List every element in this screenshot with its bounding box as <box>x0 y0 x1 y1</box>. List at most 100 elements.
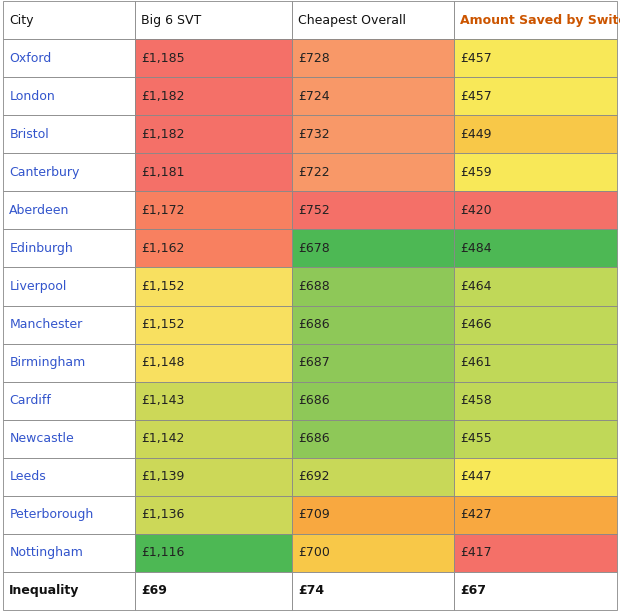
Bar <box>454 39 617 78</box>
Text: Canterbury: Canterbury <box>9 166 80 179</box>
Text: Edinburgh: Edinburgh <box>9 242 73 255</box>
Bar <box>291 496 454 534</box>
Bar <box>454 229 617 268</box>
Bar <box>291 306 454 343</box>
Text: £457: £457 <box>461 52 492 65</box>
Text: £1,182: £1,182 <box>141 90 185 103</box>
Text: Birmingham: Birmingham <box>9 356 86 369</box>
Text: £420: £420 <box>461 204 492 217</box>
Bar <box>135 343 291 381</box>
Text: £687: £687 <box>298 356 330 369</box>
Text: £1,139: £1,139 <box>141 470 185 483</box>
Bar <box>291 77 454 115</box>
Text: £686: £686 <box>298 394 329 407</box>
Text: £455: £455 <box>461 432 492 445</box>
Text: £1,136: £1,136 <box>141 508 185 521</box>
Text: London: London <box>9 90 55 103</box>
Text: Liverpool: Liverpool <box>9 280 67 293</box>
Text: £466: £466 <box>461 318 492 331</box>
Text: Big 6 SVT: Big 6 SVT <box>141 13 202 27</box>
Bar <box>291 572 454 610</box>
Text: £1,152: £1,152 <box>141 280 185 293</box>
Text: Aberdeen: Aberdeen <box>9 204 69 217</box>
Text: £449: £449 <box>461 128 492 141</box>
Text: £1,142: £1,142 <box>141 432 185 445</box>
Text: £459: £459 <box>461 166 492 179</box>
Bar <box>135 534 291 572</box>
Text: Newcastle: Newcastle <box>9 432 74 445</box>
Text: £461: £461 <box>461 356 492 369</box>
Text: £457: £457 <box>461 90 492 103</box>
Bar <box>135 229 291 268</box>
Bar <box>3 153 135 191</box>
Text: £686: £686 <box>298 318 329 331</box>
Bar <box>3 458 135 496</box>
Text: £447: £447 <box>461 470 492 483</box>
Bar <box>3 39 135 78</box>
Bar <box>3 534 135 572</box>
Bar <box>291 420 454 458</box>
Bar <box>291 268 454 306</box>
Bar <box>135 420 291 458</box>
Bar <box>3 306 135 343</box>
Text: Peterborough: Peterborough <box>9 508 94 521</box>
Bar <box>135 458 291 496</box>
Bar <box>135 306 291 343</box>
Bar <box>291 39 454 78</box>
Bar <box>291 115 454 153</box>
Bar <box>135 153 291 191</box>
Bar <box>135 572 291 610</box>
Bar <box>454 381 617 420</box>
Text: Nottingham: Nottingham <box>9 546 83 559</box>
Bar <box>454 77 617 115</box>
Text: £458: £458 <box>461 394 492 407</box>
Text: £69: £69 <box>141 584 167 598</box>
Bar <box>3 77 135 115</box>
Bar <box>135 115 291 153</box>
Bar <box>3 268 135 306</box>
Bar <box>454 496 617 534</box>
Bar <box>3 343 135 381</box>
Text: £1,152: £1,152 <box>141 318 185 331</box>
Bar <box>3 1 135 39</box>
Bar <box>291 191 454 230</box>
Bar <box>135 77 291 115</box>
Text: £1,116: £1,116 <box>141 546 185 559</box>
Bar <box>291 343 454 381</box>
Text: Cheapest Overall: Cheapest Overall <box>298 13 405 27</box>
Bar <box>3 420 135 458</box>
Bar <box>135 268 291 306</box>
Text: Leeds: Leeds <box>9 470 46 483</box>
Text: £700: £700 <box>298 546 330 559</box>
Text: £74: £74 <box>298 584 324 598</box>
Bar <box>3 191 135 230</box>
Text: £1,185: £1,185 <box>141 52 185 65</box>
Text: £678: £678 <box>298 242 330 255</box>
Text: £484: £484 <box>461 242 492 255</box>
Bar <box>454 191 617 230</box>
Text: £686: £686 <box>298 432 329 445</box>
Bar <box>135 191 291 230</box>
Text: £464: £464 <box>461 280 492 293</box>
Bar <box>454 343 617 381</box>
Text: Amount Saved by Switching: Amount Saved by Switching <box>461 13 620 27</box>
Bar <box>454 115 617 153</box>
Text: £724: £724 <box>298 90 329 103</box>
Bar <box>454 1 617 39</box>
Text: £1,172: £1,172 <box>141 204 185 217</box>
Text: £1,182: £1,182 <box>141 128 185 141</box>
Text: £752: £752 <box>298 204 330 217</box>
Bar <box>291 381 454 420</box>
Text: £1,162: £1,162 <box>141 242 185 255</box>
Bar <box>454 534 617 572</box>
Text: £732: £732 <box>298 128 329 141</box>
Text: Bristol: Bristol <box>9 128 49 141</box>
Bar <box>454 306 617 343</box>
Text: £67: £67 <box>461 584 487 598</box>
Bar <box>454 420 617 458</box>
Text: Oxford: Oxford <box>9 52 51 65</box>
Text: £722: £722 <box>298 166 329 179</box>
Bar <box>291 458 454 496</box>
Bar <box>454 153 617 191</box>
Text: Manchester: Manchester <box>9 318 82 331</box>
